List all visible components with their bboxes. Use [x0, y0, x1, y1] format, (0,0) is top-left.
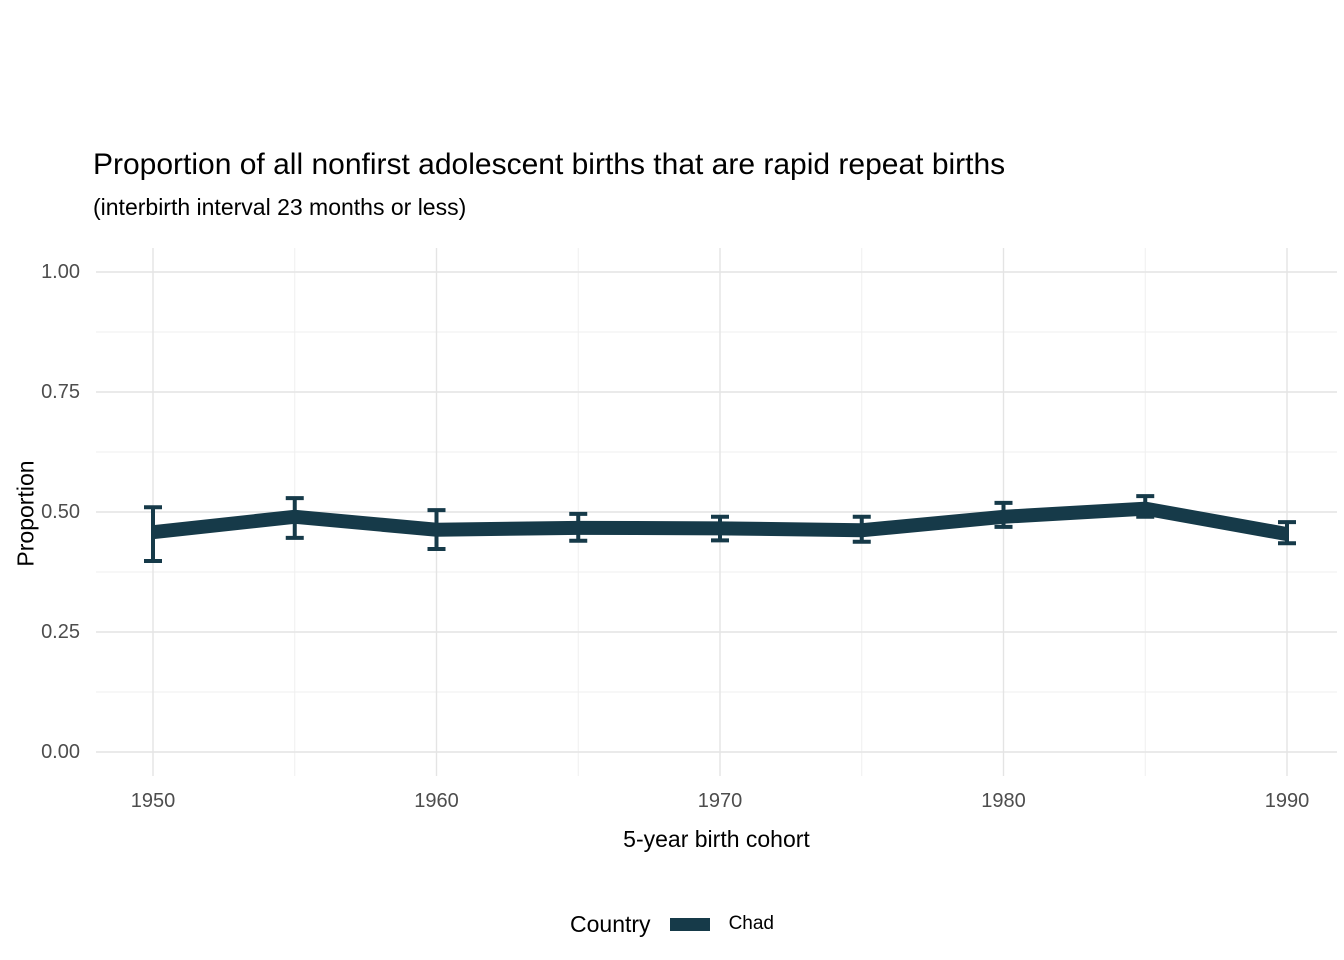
legend-label-chad: Chad [728, 913, 774, 934]
x-axis-title: 5-year birth cohort [623, 826, 810, 852]
legend-title: Country [570, 910, 651, 937]
chart-subtitle: (interbirth interval 23 months or less) [93, 194, 467, 220]
chart-title: Proportion of all nonfirst adolescent bi… [93, 148, 1006, 181]
x-tick-label: 1980 [981, 790, 1026, 812]
y-tick-label: 0.25 [41, 621, 80, 643]
x-tick-label: 1990 [1264, 790, 1310, 812]
y-tick-label: 1.00 [41, 261, 80, 283]
legend: Country Chad [0, 905, 1344, 943]
x-tick-label: 1960 [414, 790, 459, 812]
x-tick-label: 1970 [697, 790, 743, 812]
series-line-chad [152, 501, 1289, 541]
y-tick-label: 0.50 [41, 501, 80, 523]
y-axis-title: Proportion [12, 460, 39, 567]
x-tick-label: 1950 [130, 790, 176, 812]
y-tick-label: 0.00 [41, 741, 80, 763]
y-tick-label: 0.75 [41, 381, 80, 403]
error-bar [144, 505, 162, 563]
legend-swatch-chad [669, 917, 710, 931]
